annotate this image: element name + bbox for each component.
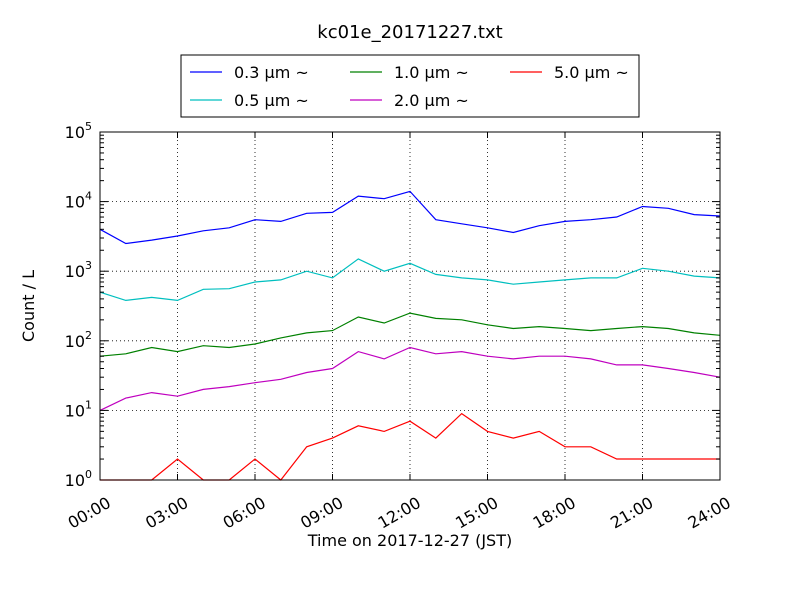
legend-label-2: 1.0 μm ~ [394, 63, 469, 82]
y-axis: 100 101 102 103 104 105 [65, 120, 720, 490]
series-line-4 [100, 412, 720, 481]
x-axis-label: Time on 2017-12-27 (JST) [307, 531, 512, 550]
y-tick-label: 101 [65, 398, 92, 420]
legend-label-4: 5.0 μm ~ [554, 63, 629, 82]
x-tick-label: 00:00 [65, 493, 114, 533]
series-line-1 [99, 258, 721, 302]
legend-label-1: 0.5 μm ~ [234, 91, 309, 110]
y-axis-label: Count / L [19, 270, 38, 342]
chart-title: kc01e_20171227.txt [317, 22, 502, 43]
y-tick-label: 105 [65, 120, 92, 142]
legend-label-3: 2.0 μm ~ [394, 91, 469, 110]
x-tick-label: 03:00 [142, 493, 191, 533]
legend-box [180, 54, 640, 118]
x-tick-label: 09:00 [297, 493, 346, 533]
grid [99, 131, 721, 481]
x-tick-label: 12:00 [375, 493, 424, 533]
y-tick-label: 103 [65, 259, 92, 281]
series-line-2 [99, 312, 721, 357]
y-tick-label: 104 [65, 190, 92, 212]
x-tick-label: 21:00 [607, 493, 656, 533]
y-tick-label: 100 [65, 468, 92, 490]
series-line-3 [99, 346, 721, 411]
x-axis: 00:00 03:00 06:00 09:00 12:00 15:00 18:00 21:00… [65, 132, 734, 533]
x-tick-label: 15:00 [452, 493, 501, 533]
legend-label-0: 0.3 μm ~ [234, 63, 309, 82]
y-tick-label: 102 [65, 329, 92, 351]
x-tick-label: 06:00 [220, 493, 269, 533]
legend: 0.3 μm ~ 0.5 μm ~ 1.0 μm ~ 2.0 μm ~ 5.0 μm ~ [180, 54, 640, 118]
x-tick-label: 18:00 [530, 493, 579, 533]
x-tick-label: 24:00 [685, 493, 734, 533]
series-line-0 [99, 190, 721, 245]
